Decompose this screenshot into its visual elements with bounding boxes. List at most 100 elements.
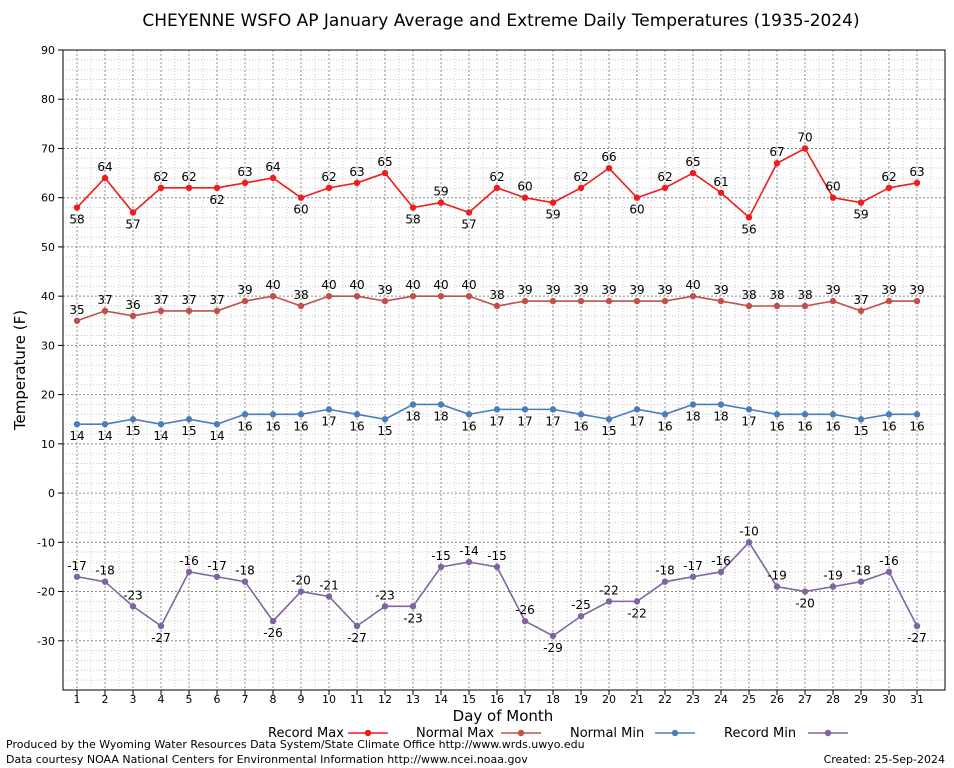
- normal-min-data-label: 17: [629, 414, 644, 428]
- record-min-point: [297, 588, 305, 595]
- normal-max-data-label: 39: [601, 283, 616, 297]
- normal-min-data-label: 16: [349, 419, 364, 433]
- normal-max-point: [73, 317, 81, 324]
- record-min-point: [717, 568, 725, 576]
- normal-max-point: [577, 297, 585, 305]
- normal-min-point: [73, 420, 81, 428]
- record-max-data-label: 60: [629, 203, 644, 217]
- legend-marker: [517, 729, 525, 737]
- record-max-data-label: 59: [433, 185, 448, 199]
- normal-max-point: [857, 307, 865, 315]
- normal-max-data-label: 39: [573, 283, 588, 297]
- normal-max-data-label: 40: [433, 278, 448, 292]
- normal-min-point: [773, 411, 781, 418]
- normal-min-data-label: 16: [657, 419, 672, 433]
- normal-min-point: [437, 401, 445, 408]
- normal-min-data-label: 18: [433, 409, 448, 423]
- normal-min-data-label: 16: [769, 419, 784, 433]
- normal-max-point: [773, 302, 781, 310]
- y-tick-label: 0: [48, 487, 55, 500]
- record-min-point: [745, 539, 753, 546]
- x-tick-label: 16: [490, 693, 504, 706]
- record-min-data-label: -23: [403, 611, 423, 625]
- y-tick-label: 20: [41, 389, 55, 402]
- record-max-data-label: 60: [293, 203, 308, 217]
- normal-min-data-label: 15: [125, 424, 140, 438]
- record-max-point: [325, 184, 333, 192]
- footer-created: Created: 25-Sep-2024: [824, 753, 945, 766]
- x-tick-label: 31: [910, 693, 924, 706]
- normal-min-data-label: 17: [741, 414, 756, 428]
- record-max-point: [129, 209, 137, 216]
- record-min-data-label: -15: [487, 549, 507, 563]
- record-max-point: [885, 184, 893, 192]
- normal-min-point: [885, 411, 893, 418]
- record-max-data-label: 60: [517, 180, 532, 194]
- normal-min-data-label: 16: [797, 419, 812, 433]
- record-min-point: [269, 617, 277, 625]
- normal-min-point: [913, 411, 921, 418]
- record-max-data-label: 62: [181, 170, 196, 184]
- record-max-data-label: 62: [153, 170, 168, 184]
- record-min-point: [633, 598, 641, 605]
- x-tick-label: 10: [322, 693, 336, 706]
- y-tick-label: 50: [41, 241, 55, 254]
- normal-max-data-label: 38: [769, 288, 784, 302]
- record-min-point: [829, 583, 837, 590]
- y-tick-label: 10: [41, 438, 55, 451]
- record-max-point: [913, 179, 921, 187]
- x-tick-label: 8: [270, 693, 277, 706]
- normal-max-data-label: 37: [97, 293, 112, 307]
- record-max-point: [465, 209, 473, 216]
- normal-max-data-label: 39: [545, 283, 560, 297]
- normal-min-point: [857, 416, 865, 423]
- normal-max-data-label: 39: [629, 283, 644, 297]
- record-min-point: [605, 598, 613, 605]
- normal-max-point: [101, 307, 109, 315]
- record-min-data-label: -22: [627, 606, 647, 620]
- y-tick-label: -10: [37, 536, 55, 549]
- record-min-data-label: -10: [739, 524, 759, 538]
- record-min-point: [353, 622, 361, 630]
- record-min-data-label: -23: [375, 588, 395, 602]
- normal-max-data-label: 39: [377, 283, 392, 297]
- record-max-point: [409, 204, 417, 211]
- record-min-point: [661, 578, 669, 585]
- record-max-point: [437, 199, 445, 206]
- normal-max-point: [633, 297, 641, 305]
- normal-max-point: [549, 297, 557, 305]
- record-min-data-label: -14: [459, 544, 479, 558]
- legend-label: Record Max: [268, 726, 344, 741]
- x-tick-label: 26: [770, 693, 784, 706]
- record-min-data-label: -27: [907, 631, 927, 645]
- x-tick-label: 30: [882, 693, 896, 706]
- record-max-point: [353, 179, 361, 187]
- record-min-data-label: -20: [795, 597, 815, 611]
- normal-min-data-label: 16: [825, 419, 840, 433]
- record-max-point: [297, 194, 305, 201]
- record-max-data-label: 65: [685, 155, 700, 169]
- record-min-data-label: -19: [823, 569, 843, 583]
- footer-produced-by: Produced by the Wyoming Water Resources …: [6, 738, 585, 751]
- record-min-point: [129, 603, 137, 610]
- normal-min-data-label: 17: [517, 414, 532, 428]
- record-min-data-label: -27: [151, 631, 171, 645]
- normal-max-point: [801, 302, 809, 310]
- record-max-data-label: 60: [825, 180, 840, 194]
- x-tick-label: 14: [434, 693, 448, 706]
- normal-min-point: [129, 416, 137, 423]
- normal-max-point: [269, 292, 277, 300]
- normal-max-data-label: 40: [321, 278, 336, 292]
- record-max-point: [185, 184, 193, 192]
- normal-min-point: [325, 406, 333, 413]
- x-tick-label: 22: [658, 693, 672, 706]
- normal-min-point: [241, 411, 249, 418]
- y-tick-label: 70: [41, 142, 55, 155]
- x-tick-label: 5: [186, 693, 193, 706]
- x-tick-label: 24: [714, 693, 728, 706]
- record-min-data-label: -23: [123, 588, 143, 602]
- x-tick-label: 4: [158, 693, 165, 706]
- normal-min-point: [661, 411, 669, 418]
- record-min-data-label: -18: [235, 564, 255, 578]
- record-min-point: [437, 563, 445, 571]
